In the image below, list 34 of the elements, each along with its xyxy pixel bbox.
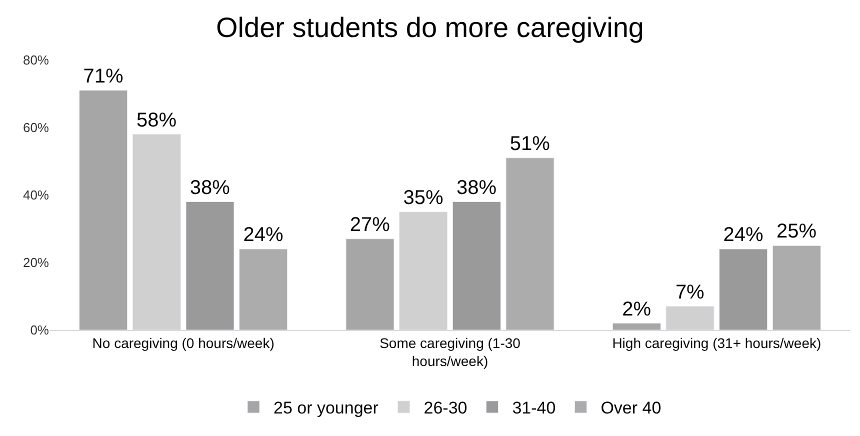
y-tick-label: 80% (22, 52, 50, 68)
y-tick-label: 40% (22, 188, 50, 203)
data-label: 51% (510, 132, 550, 155)
bar (186, 202, 234, 330)
bar (452, 202, 501, 330)
data-label: 38% (456, 176, 497, 199)
bar (79, 90, 128, 330)
legend-label: 26-30 (424, 398, 468, 418)
data-label: 24% (723, 224, 764, 246)
x-tick-label: Some caregiving (1-30 hours/week) (380, 334, 521, 369)
legend-label: 25 or younger (274, 398, 379, 418)
bar (346, 238, 394, 330)
legend-label: 31-40 (512, 398, 556, 418)
bar (772, 245, 821, 330)
data-label: 7% (675, 281, 705, 304)
data-label: 2% (622, 298, 652, 320)
data-label: 24% (243, 224, 284, 246)
data-label: 58% (136, 109, 177, 132)
chart-title: Older students do more caregiving (216, 12, 644, 44)
bar (239, 248, 288, 330)
data-label: 38% (190, 176, 230, 199)
data-label: 35% (403, 186, 444, 209)
x-tick-label: High caregiving (31+ hours/week) (612, 334, 822, 351)
legend-label: Over 40 (600, 398, 662, 418)
bar (506, 158, 554, 330)
y-tick-label: 20% (22, 255, 50, 270)
y-tick-label: 0% (30, 322, 50, 338)
bar (612, 323, 661, 330)
data-label: 25% (776, 220, 817, 243)
data-label: 27% (350, 214, 390, 236)
y-tick-label: 60% (22, 120, 50, 136)
data-label: 71% (83, 65, 124, 88)
bar (719, 248, 768, 330)
x-tick-label: No caregiving (0 hours/week) (92, 334, 274, 351)
